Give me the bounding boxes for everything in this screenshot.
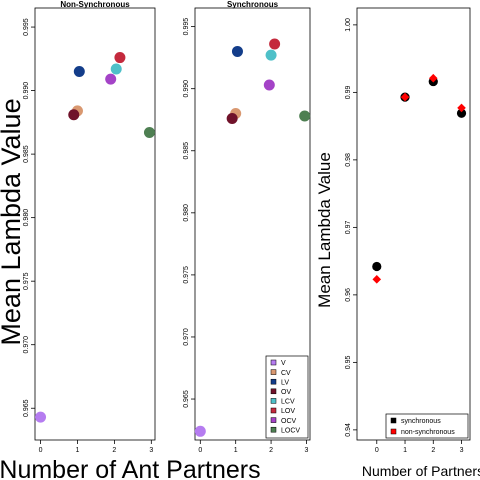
y-tick-label: 0.995 [23, 18, 30, 36]
point-ocv [264, 79, 275, 90]
point-ocv [105, 74, 116, 85]
x-tick-label: 1 [234, 447, 238, 454]
x-tick-label: 3 [460, 447, 464, 454]
legend-label: LCV [281, 399, 295, 406]
legend-label: non-synchronous [401, 429, 455, 436]
legend-label: CV [281, 370, 291, 377]
figure-x-axis-label: Number of Ant Partners [0, 456, 261, 480]
y-tick-label: 0.96 [345, 288, 352, 302]
panel-title: Synchronous [227, 0, 279, 9]
point-locv [299, 111, 310, 122]
point-lov [269, 39, 280, 50]
legend-box [266, 356, 308, 438]
x-tick-label: 1 [76, 447, 80, 454]
panel-title: Non-Synchronous [60, 0, 130, 9]
legend-swatch [271, 408, 276, 413]
synchronous-point [372, 262, 381, 271]
plot-frame [35, 8, 155, 440]
legend-swatch [271, 370, 276, 375]
legend-swatch [271, 389, 276, 394]
legend-swatch [271, 360, 276, 365]
point-locv [144, 127, 155, 138]
y-tick-label: 0.975 [183, 266, 190, 284]
point-ov [68, 109, 79, 120]
x-tick-label: 0 [39, 447, 43, 454]
non-synchronous-point [372, 275, 381, 284]
y-tick-label: 0.965 [23, 399, 30, 417]
x-tick-label: 1 [403, 447, 407, 454]
x-tick-label: 3 [149, 447, 153, 454]
right-y-axis-label: Mean Lambda Value [315, 152, 334, 308]
legend-label: synchronous [401, 418, 441, 425]
legend: synchronous non-synchronous [386, 414, 468, 438]
x-tick-label: 3 [305, 447, 309, 454]
y-tick-label: 0.970 [183, 328, 190, 346]
figure-y-axis-label: Mean Lambda Value [0, 98, 26, 345]
legend-swatch [391, 418, 396, 423]
legend-swatch [391, 429, 396, 434]
y-tick-label: 0.98 [345, 153, 352, 167]
right-x-axis-label: Number of Partners [362, 463, 480, 479]
point-lv [232, 46, 243, 57]
legend-label: V [281, 360, 286, 367]
legend-label: LOCV [281, 427, 300, 434]
y-tick-label: 0.95 [345, 355, 352, 369]
point-v [195, 426, 206, 437]
point-ov [227, 113, 238, 124]
legend-swatch [271, 418, 276, 423]
legend-label: OV [281, 389, 291, 396]
y-tick-label: 0.990 [183, 80, 190, 98]
legend: V CV LV OV LCV LOV OCV LOCV [266, 356, 308, 438]
legend-label: LOV [281, 408, 295, 415]
point-lcv [266, 50, 277, 61]
x-tick-label: 0 [198, 447, 202, 454]
panel-2: Synchronous 0 1 2 3 0.965 0.970 0.975 0.980 0.985… [183, 0, 310, 454]
x-tick-label: 0 [375, 447, 379, 454]
x-tick-label: 2 [431, 447, 435, 454]
point-lcv [111, 63, 122, 74]
y-tick-label: 0.97 [345, 220, 352, 234]
legend-label: OCV [281, 418, 297, 425]
y-tick-label: 0.965 [183, 390, 190, 408]
y-tick-label: 0.980 [183, 204, 190, 222]
y-tick-label: 0.985 [183, 142, 190, 160]
plot-frame [357, 8, 470, 440]
y-tick-label: 0.99 [345, 85, 352, 99]
legend-swatch [271, 398, 276, 403]
point-v [35, 412, 46, 423]
y-tick-label: 0.990 [23, 82, 30, 100]
x-tick-label: 2 [112, 447, 116, 454]
point-lov [114, 52, 125, 63]
legend-label: LV [281, 379, 289, 386]
legend-swatch [271, 379, 276, 384]
y-tick-label: 1.00 [345, 18, 352, 32]
legend-swatch [271, 427, 276, 432]
y-tick-label: 0.94 [345, 423, 352, 437]
y-tick-label: 0.995 [183, 18, 190, 36]
x-tick-label: 2 [269, 447, 273, 454]
point-lv [74, 66, 85, 77]
panel-3: 0 1 2 3 0.94 0.95 0.96 0.97 0.98 0.99 1.00 synchron… [345, 8, 470, 454]
